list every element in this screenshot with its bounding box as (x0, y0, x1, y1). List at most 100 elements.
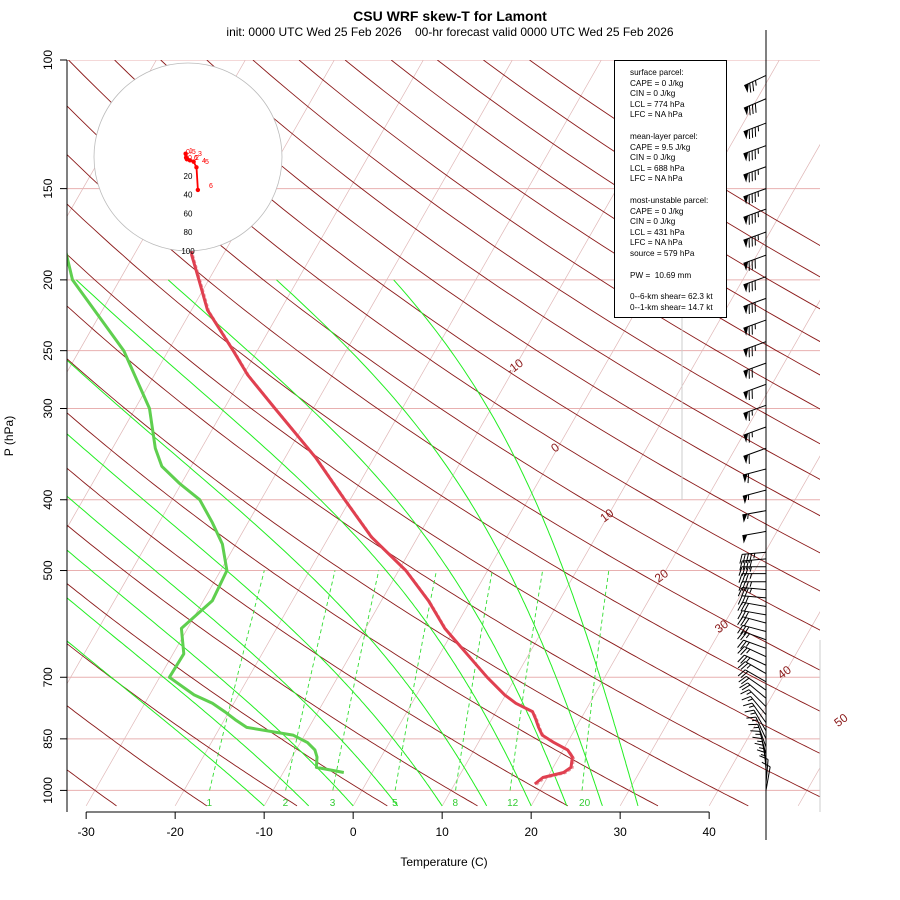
wind-barb-tick (737, 639, 744, 648)
wind-barb-tick (739, 560, 743, 571)
wind-barb-shaft (746, 675, 767, 691)
wind-barb (743, 208, 767, 225)
wind-barb-half-tick (760, 754, 767, 757)
info-ml-cin: CIN = 0 J/kg (630, 153, 676, 163)
mixing-ratio-line (509, 570, 544, 791)
wind-barb-flag (743, 283, 749, 293)
wind-barb-half-tick (745, 633, 750, 639)
isotherm-line (174, 60, 602, 807)
mixing-ratio-line (209, 570, 265, 791)
wind-barb-half-tick (746, 691, 752, 695)
wind-barb (737, 654, 767, 666)
hodograph-point (194, 165, 199, 170)
wind-barb-shaft (755, 716, 767, 740)
wind-barb (737, 646, 767, 658)
y-tick-label: 150 (41, 178, 55, 198)
info-mu-source: source = 579 hPa (630, 248, 695, 258)
wind-barb-shaft (751, 702, 767, 724)
wind-barb-flag (743, 304, 749, 315)
hodograph-point-label: 1 (189, 148, 193, 155)
wind-barb (743, 297, 767, 315)
dry-adiabat (67, 203, 820, 712)
wind-barb-flag (743, 369, 749, 379)
wind-barb-tick (740, 632, 747, 641)
wind-barb-tick (737, 595, 743, 605)
wind-barb-shaft (742, 595, 767, 599)
wind-barb-flag (743, 326, 749, 336)
wind-barb-tick (742, 560, 746, 571)
wind-barb-tick (752, 81, 755, 92)
hodograph-point (191, 159, 196, 164)
info-surface-lcl: LCL = 774 hPa (630, 99, 685, 109)
wind-barb-shaft (750, 696, 767, 716)
wind-barb (743, 426, 767, 443)
wind-barb-shaft (742, 624, 767, 633)
wind-barb (743, 98, 767, 116)
hodograph-point-label: 0.6 (188, 155, 198, 162)
wind-barb (761, 761, 771, 791)
wind-barb-tick (740, 670, 749, 679)
info-ml-lfc: LFC = NA hPa (630, 174, 683, 184)
mixing-ratio-label: 20 (579, 798, 591, 809)
info-mu-title: most-unstable parcel: (630, 195, 709, 205)
wind-barb-half-tick (751, 719, 758, 722)
wind-barb-tick (743, 603, 750, 613)
moist-adiabat (276, 279, 603, 807)
hodograph-ring-label: 80 (184, 228, 193, 237)
y-tick-label: 300 (41, 398, 55, 418)
wind-barb (743, 341, 767, 358)
wind-barb-flag (743, 261, 749, 271)
wind-barb-shaft (748, 689, 767, 708)
wind-barb-shaft (744, 654, 767, 666)
y-tick-label: 1000 (41, 777, 55, 804)
wind-barb-tick (741, 677, 750, 685)
wind-barb (743, 319, 767, 336)
chart-subtitle: init: 0000 UTC Wed 25 Feb 2026 00-hr for… (226, 25, 674, 39)
moist-adiabat (67, 433, 443, 807)
wind-barb (746, 716, 767, 740)
wind-barb-half-tick (749, 573, 753, 579)
wind-barb-shaft (744, 661, 767, 675)
hodograph-point-label: 4 (202, 158, 206, 165)
moist-adiabat (67, 495, 399, 807)
wind-barb-flag (743, 433, 749, 443)
wind-barb (744, 709, 767, 732)
x-tick-label: 30 (613, 825, 627, 839)
wind-barb-shaft (747, 682, 767, 699)
info-shear-06: 0--6-km shear= 62.3 kt (630, 292, 713, 302)
isotherm-label: 30 (712, 617, 731, 636)
isotherm-line (797, 766, 820, 807)
x-axis-label: Temperature (C) (400, 855, 487, 869)
isotherm-line (887, 60, 900, 806)
wind-barb-half-tick (757, 740, 763, 743)
mixing-ratio-label: 8 (453, 798, 459, 809)
isotherm-line (67, 60, 157, 218)
hodograph-point-label: 0 (184, 153, 188, 160)
dry-adiabat (67, 105, 820, 631)
hodograph-point-label: 0.5 (186, 149, 196, 156)
hodograph-point-label: 5 (205, 159, 209, 166)
isotherm-line (619, 455, 820, 807)
wind-barb-tick (740, 662, 749, 670)
hodograph-ring-label: 60 (184, 209, 193, 218)
hodograph-point-label: 6 (209, 183, 213, 190)
wind-barb-tick (746, 716, 756, 719)
wind-barb-tick (745, 553, 749, 564)
wind-barb-shaft (742, 610, 767, 616)
wind-barb-tick (741, 695, 751, 701)
mixing-ratio-line (581, 570, 610, 791)
wind-barb-tick (743, 626, 750, 636)
wind-barb-tick (741, 573, 746, 583)
wind-barb-tick (737, 610, 743, 620)
wind-barb-tick (737, 631, 744, 640)
wind-barb (742, 489, 767, 505)
wind-barb-flag (743, 106, 749, 116)
info-ml-lcl: LCL = 688 hPa (630, 163, 685, 173)
wind-barb-tick (738, 573, 743, 583)
wind-barb-shaft (743, 631, 767, 641)
wind-barb-tick (738, 581, 743, 591)
wind-barb-tick (738, 566, 743, 576)
dry-adiabat (344, 60, 820, 376)
wind-barb-tick (747, 473, 750, 484)
